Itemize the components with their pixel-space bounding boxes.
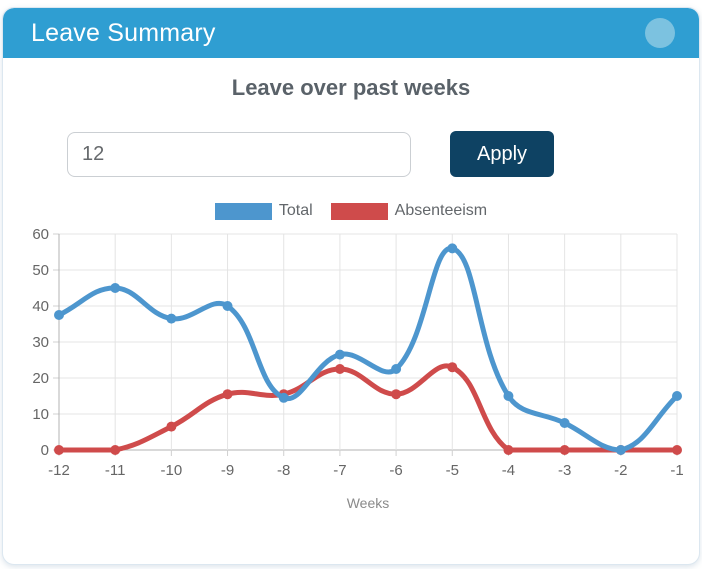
chart-point-total — [54, 310, 64, 320]
y-tick-label: 40 — [32, 298, 49, 315]
x-tick-label: -12 — [48, 462, 70, 479]
chart-point-absenteeism — [166, 421, 177, 432]
y-tick-label: 0 — [41, 442, 49, 459]
controls-row: Apply — [3, 131, 699, 177]
total-legend-label: Total — [278, 202, 313, 219]
x-tick-label: -5 — [446, 462, 459, 479]
x-tick-label: -6 — [389, 462, 402, 479]
chart-point-absenteeism — [447, 362, 458, 373]
chart-point-total — [447, 243, 458, 254]
chart-point-absenteeism — [391, 389, 402, 400]
chart-point-total — [391, 364, 402, 374]
chart-point-total — [110, 283, 121, 293]
chart-point-total — [222, 301, 233, 311]
chart-point-absenteeism — [559, 445, 570, 455]
chart-point-absenteeism — [222, 389, 233, 400]
legend-item-absenteeism[interactable]: Absenteeism — [330, 202, 488, 220]
absenteeism-legend-label: Absenteeism — [394, 202, 488, 219]
x-tick-label: -8 — [277, 462, 290, 479]
chart-legend: Total Absenteeism — [3, 202, 699, 220]
x-tick-label: -11 — [105, 462, 126, 479]
y-tick-label: 10 — [32, 406, 49, 423]
card-header: Leave Summary — [3, 8, 699, 58]
chart-point-absenteeism — [503, 445, 514, 455]
y-tick-label: 60 — [32, 226, 49, 243]
x-tick-label: -1 — [670, 462, 683, 479]
leave-chart-svg[interactable]: 0 10 20 30 40 50 60 -12 -11 -10 -9 -8 -7 -6 -5 -4 -3 -2 -1… — [3, 222, 700, 532]
x-tick-label: -3 — [558, 462, 571, 479]
x-tick-label: -7 — [333, 462, 346, 479]
header-circle-icon[interactable] — [645, 18, 675, 48]
chart-point-total — [334, 349, 345, 360]
x-tick-label: -9 — [221, 462, 234, 479]
chart-line-total — [56, 245, 680, 453]
chart-heading: Leave over past weeks — [231, 75, 471, 100]
x-axis-title: Weeks — [347, 495, 390, 511]
chart-area: 0 10 20 30 40 50 60 -12 -11 -10 -9 -8 -7 -6 -5 -4 -3 -2 -1… — [3, 222, 699, 532]
apply-button[interactable]: Apply — [450, 131, 554, 177]
chart-point-total — [278, 392, 289, 403]
total-legend-swatch — [214, 202, 272, 220]
chart-point-total — [503, 391, 514, 401]
chart-point-total — [166, 313, 177, 324]
x-tick-label: -4 — [502, 462, 515, 479]
y-tick-label: 20 — [32, 370, 49, 387]
leave-summary-card: Leave Summary Leave over past weeks Appl… — [2, 7, 700, 565]
chart-point-absenteeism — [110, 445, 121, 455]
y-tick-label: 50 — [32, 262, 49, 279]
x-tick-label: -2 — [614, 462, 627, 479]
chart-point-absenteeism — [672, 445, 682, 455]
chart-point-absenteeism — [54, 445, 64, 455]
chart-point-total — [559, 418, 570, 428]
weeks-count-input[interactable] — [67, 131, 411, 177]
chart-point-total — [615, 445, 626, 455]
absenteeism-legend-swatch — [330, 202, 388, 220]
card-title: Leave Summary — [31, 18, 216, 47]
legend-item-total[interactable]: Total — [214, 202, 313, 220]
chart-point-absenteeism — [334, 364, 345, 374]
y-tick-label: 30 — [32, 334, 49, 351]
chart-point-total — [672, 391, 682, 401]
x-tick-label: -10 — [161, 462, 183, 479]
